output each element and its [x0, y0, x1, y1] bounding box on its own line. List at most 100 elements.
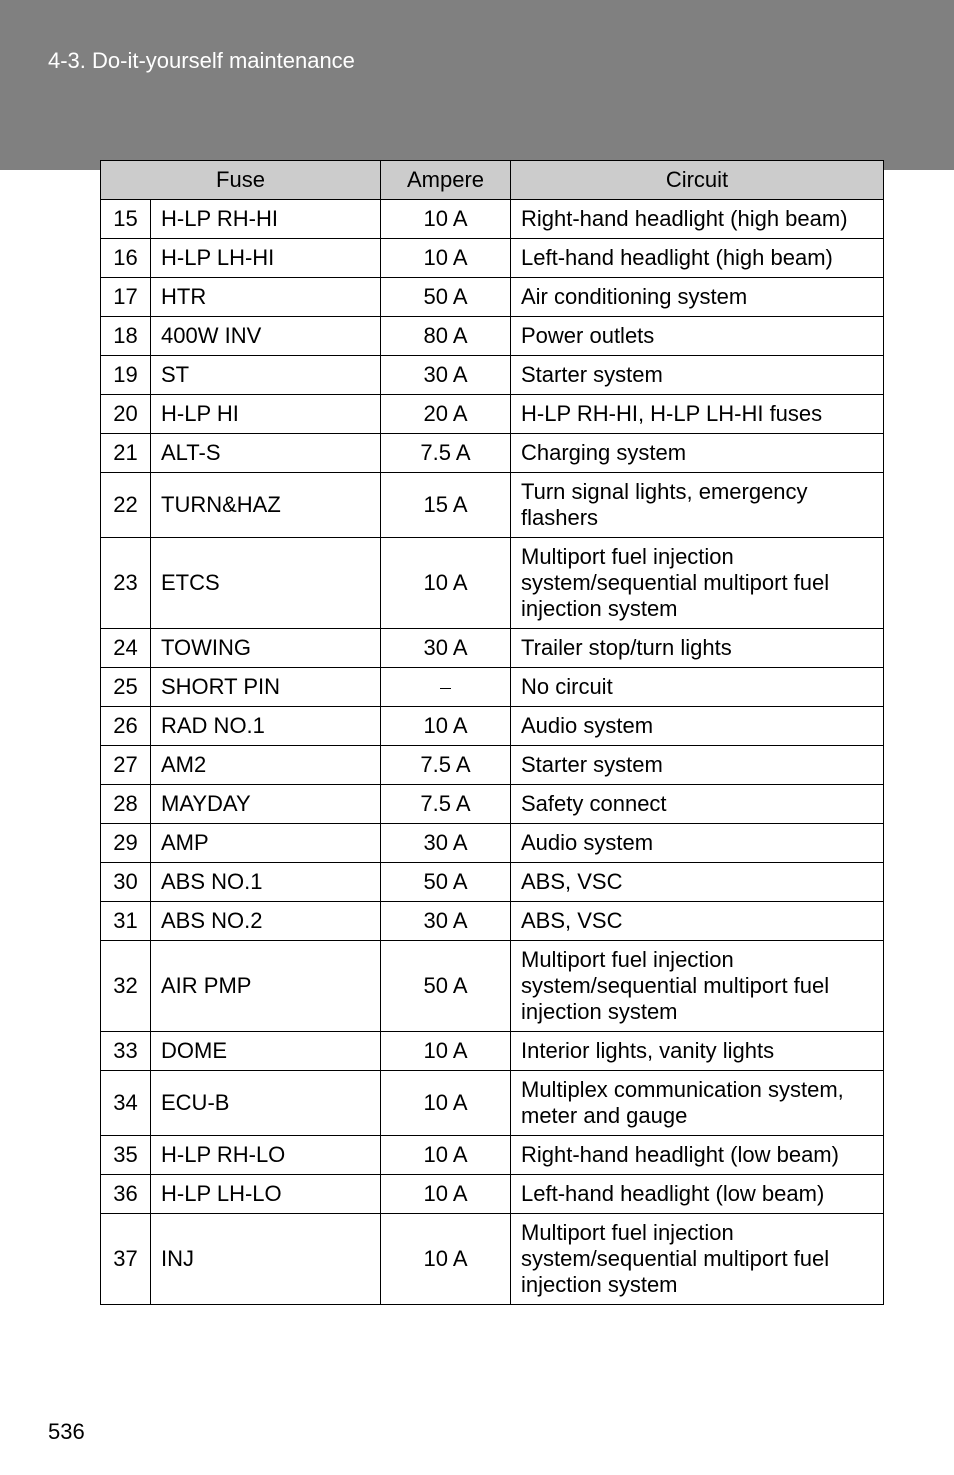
- ampere-value: 10 A: [381, 1071, 511, 1136]
- row-number: 29: [101, 824, 151, 863]
- fuse-name: INJ: [151, 1214, 381, 1305]
- fuse-name: AMP: [151, 824, 381, 863]
- table-row: 30ABS NO.150 AABS, VSC: [101, 863, 884, 902]
- table-row: 24TOWING30 ATrailer stop/turn lights: [101, 629, 884, 668]
- table-header-row: Fuse Ampere Circuit: [101, 161, 884, 200]
- circuit-desc: Safety connect: [511, 785, 884, 824]
- ampere-value: 10 A: [381, 239, 511, 278]
- ampere-value: ⎯: [381, 668, 511, 707]
- table-row: 22TURN&HAZ15 ATurn signal lights, emerge…: [101, 473, 884, 538]
- row-number: 32: [101, 941, 151, 1032]
- ampere-value: 15 A: [381, 473, 511, 538]
- ampere-value: 50 A: [381, 863, 511, 902]
- row-number: 37: [101, 1214, 151, 1305]
- row-number: 31: [101, 902, 151, 941]
- table-row: 21ALT-S7.5 ACharging system: [101, 434, 884, 473]
- fuse-name: ABS NO.2: [151, 902, 381, 941]
- ampere-value: 80 A: [381, 317, 511, 356]
- circuit-desc: Left-hand headlight (low beam): [511, 1175, 884, 1214]
- ampere-value: 7.5 A: [381, 746, 511, 785]
- row-number: 24: [101, 629, 151, 668]
- fuse-name: TURN&HAZ: [151, 473, 381, 538]
- table-row: 33DOME10 AInterior lights, vanity lights: [101, 1032, 884, 1071]
- row-number: 19: [101, 356, 151, 395]
- fuse-name: ALT-S: [151, 434, 381, 473]
- row-number: 27: [101, 746, 151, 785]
- circuit-desc: No circuit: [511, 668, 884, 707]
- ampere-value: 7.5 A: [381, 434, 511, 473]
- circuit-desc: Interior lights, vanity lights: [511, 1032, 884, 1071]
- row-number: 18: [101, 317, 151, 356]
- ampere-value: 10 A: [381, 200, 511, 239]
- circuit-desc: Multiport fuel injection system/sequenti…: [511, 538, 884, 629]
- ampere-value: 30 A: [381, 356, 511, 395]
- table-row: 31ABS NO.230 AABS, VSC: [101, 902, 884, 941]
- circuit-desc: Audio system: [511, 824, 884, 863]
- fuse-name: H-LP HI: [151, 395, 381, 434]
- row-number: 34: [101, 1071, 151, 1136]
- fuse-name: AIR PMP: [151, 941, 381, 1032]
- ampere-value: 50 A: [381, 278, 511, 317]
- table-row: 37INJ10 AMultiport fuel injection system…: [101, 1214, 884, 1305]
- table-row: 20H-LP HI20 AH-LP RH-HI, H-LP LH-HI fuse…: [101, 395, 884, 434]
- ampere-value: 10 A: [381, 538, 511, 629]
- table-row: 25SHORT PIN⎯No circuit: [101, 668, 884, 707]
- ampere-value: 7.5 A: [381, 785, 511, 824]
- fuse-name: 400W INV: [151, 317, 381, 356]
- circuit-desc: Multiplex communication system, meter an…: [511, 1071, 884, 1136]
- row-number: 17: [101, 278, 151, 317]
- fuse-name: HTR: [151, 278, 381, 317]
- table-row: 35H-LP RH-LO10 ARight-hand headlight (lo…: [101, 1136, 884, 1175]
- ampere-value: 50 A: [381, 941, 511, 1032]
- table-row: 23ETCS10 AMultiport fuel injection syste…: [101, 538, 884, 629]
- ampere-value: 30 A: [381, 824, 511, 863]
- circuit-desc: Charging system: [511, 434, 884, 473]
- fuse-name: ETCS: [151, 538, 381, 629]
- ampere-value: 30 A: [381, 629, 511, 668]
- circuit-desc: ABS, VSC: [511, 863, 884, 902]
- circuit-desc: ABS, VSC: [511, 902, 884, 941]
- ampere-value: 10 A: [381, 1214, 511, 1305]
- col-fuse: Fuse: [101, 161, 381, 200]
- fuse-name: H-LP RH-LO: [151, 1136, 381, 1175]
- table-row: 28MAYDAY7.5 ASafety connect: [101, 785, 884, 824]
- page-number: 536: [48, 1419, 85, 1445]
- table-container: Fuse Ampere Circuit 15H-LP RH-HI10 ARigh…: [0, 160, 954, 1305]
- row-number: 16: [101, 239, 151, 278]
- table-row: 26RAD NO.110 AAudio system: [101, 707, 884, 746]
- row-number: 20: [101, 395, 151, 434]
- circuit-desc: Right-hand headlight (high beam): [511, 200, 884, 239]
- fuse-name: AM2: [151, 746, 381, 785]
- table-row: 34ECU-B10 AMultiplex communication syste…: [101, 1071, 884, 1136]
- table-row: 19ST30 AStarter system: [101, 356, 884, 395]
- ampere-value: 10 A: [381, 707, 511, 746]
- table-row: 18400W INV80 APower outlets: [101, 317, 884, 356]
- circuit-desc: Trailer stop/turn lights: [511, 629, 884, 668]
- table-row: 16H-LP LH-HI10 ALeft-hand headlight (hig…: [101, 239, 884, 278]
- row-number: 36: [101, 1175, 151, 1214]
- circuit-desc: Left-hand headlight (high beam): [511, 239, 884, 278]
- fuse-name: ECU-B: [151, 1071, 381, 1136]
- row-number: 26: [101, 707, 151, 746]
- row-number: 33: [101, 1032, 151, 1071]
- fuse-name: H-LP LH-HI: [151, 239, 381, 278]
- fuse-name: MAYDAY: [151, 785, 381, 824]
- row-number: 25: [101, 668, 151, 707]
- row-number: 15: [101, 200, 151, 239]
- circuit-desc: Starter system: [511, 746, 884, 785]
- col-circuit: Circuit: [511, 161, 884, 200]
- circuit-desc: Air conditioning system: [511, 278, 884, 317]
- ampere-value: 20 A: [381, 395, 511, 434]
- header-band: 4-3. Do-it-yourself maintenance: [0, 0, 954, 170]
- table-row: 36H-LP LH-LO10 ALeft-hand headlight (low…: [101, 1175, 884, 1214]
- row-number: 22: [101, 473, 151, 538]
- fuse-name: H-LP LH-LO: [151, 1175, 381, 1214]
- ampere-value: 10 A: [381, 1175, 511, 1214]
- fuse-name: DOME: [151, 1032, 381, 1071]
- row-number: 35: [101, 1136, 151, 1175]
- row-number: 30: [101, 863, 151, 902]
- table-row: 15H-LP RH-HI10 ARight-hand headlight (hi…: [101, 200, 884, 239]
- fuse-name: TOWING: [151, 629, 381, 668]
- row-number: 21: [101, 434, 151, 473]
- row-number: 23: [101, 538, 151, 629]
